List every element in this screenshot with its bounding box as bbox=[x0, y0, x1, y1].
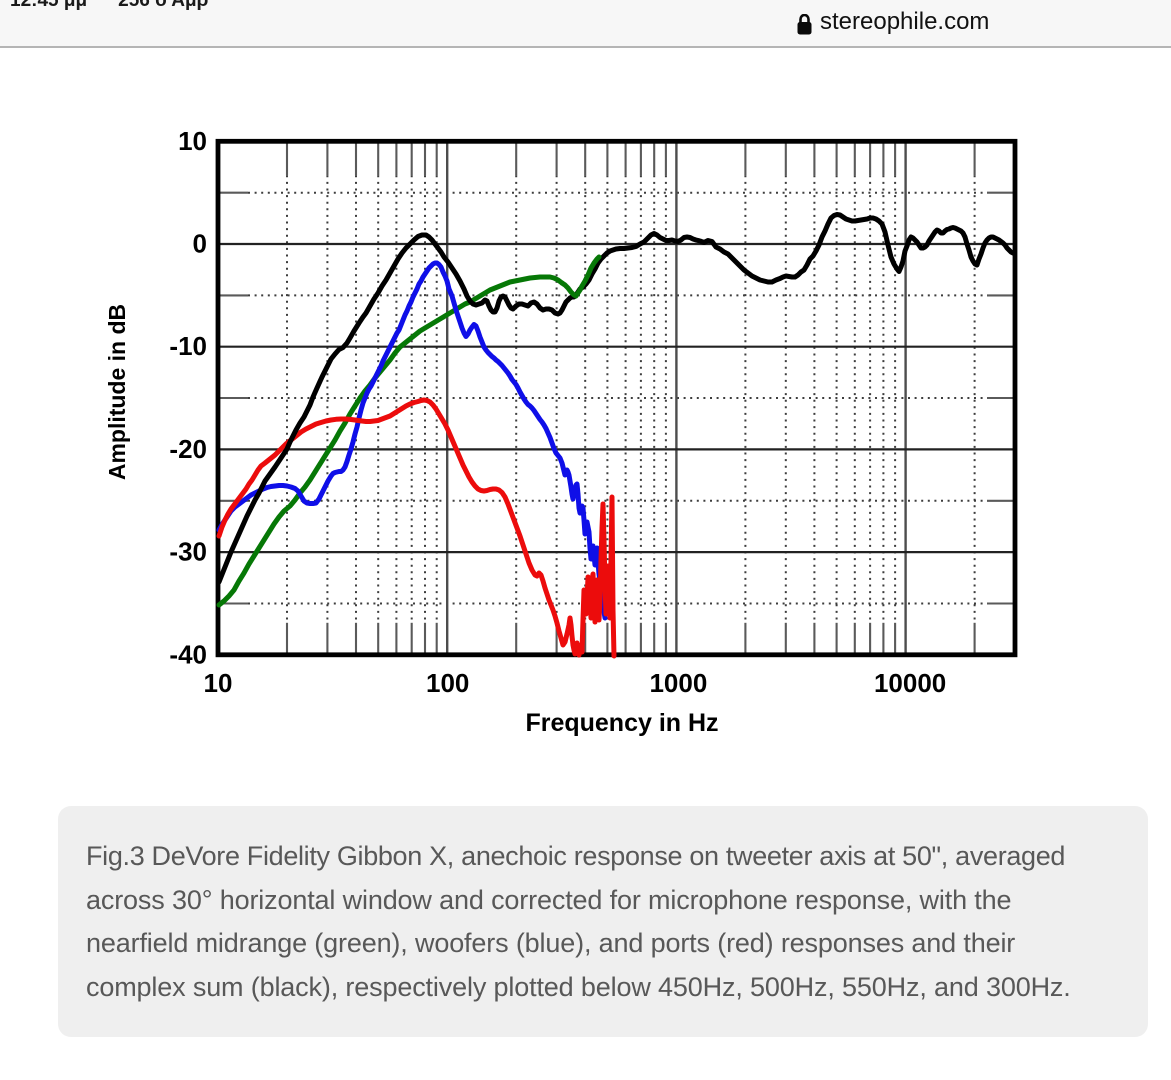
svg-text:-40: -40 bbox=[169, 639, 207, 669]
svg-text:-30: -30 bbox=[169, 537, 207, 567]
svg-text:-10: -10 bbox=[169, 331, 207, 361]
svg-text:Amplitude in dB: Amplitude in dB bbox=[104, 304, 130, 480]
svg-text:10: 10 bbox=[178, 126, 207, 156]
svg-text:10: 10 bbox=[204, 668, 233, 698]
svg-text:100: 100 bbox=[426, 668, 469, 698]
svg-text:Frequency in Hz: Frequency in Hz bbox=[525, 709, 718, 737]
svg-text:10000: 10000 bbox=[874, 668, 946, 698]
svg-text:-20: -20 bbox=[169, 434, 207, 464]
svg-text:1000: 1000 bbox=[649, 668, 707, 698]
svg-text:0: 0 bbox=[193, 229, 207, 259]
